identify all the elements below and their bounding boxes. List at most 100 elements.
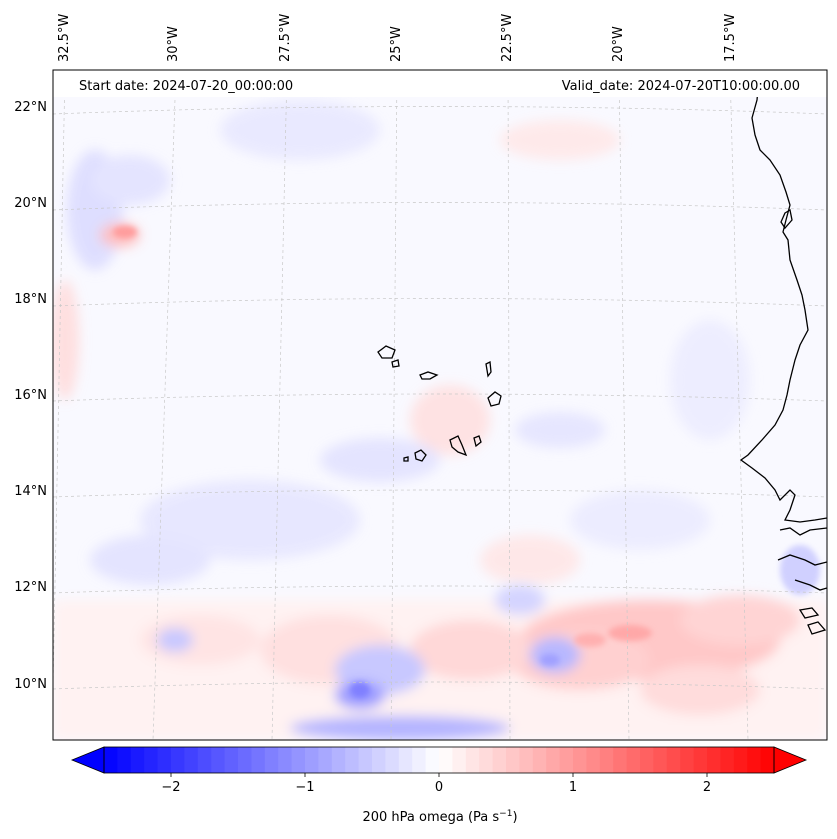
gridline-25w: [390, 70, 398, 740]
gridline-12n: [53, 585, 827, 594]
colorbar-segment: [331, 747, 346, 773]
colorbar-segment: [372, 747, 386, 773]
island-sao-nicolau: [419, 371, 439, 380]
lat-label-20n: 20°N: [14, 196, 47, 211]
map-frame: [52, 69, 828, 741]
gridline-22-5w: [507, 70, 511, 740]
omega-field: [53, 100, 827, 740]
map-panel: Start date: 2024-07-20_00:00:00 Valid_da…: [52, 69, 828, 741]
colorbar-extend-max: [773, 746, 808, 774]
colorbar-segment: [425, 747, 440, 773]
island-fogo: [414, 449, 427, 462]
gridline-20n: [53, 202, 827, 211]
gridline-22n: [53, 106, 827, 115]
lon-label-27-5w: 27.5°W: [278, 14, 293, 62]
longitude-labels: 32.5°W 30°W 27.5°W 25°W 22.5°W 20°W 17.5…: [57, 14, 738, 62]
colorbar-segment: [747, 747, 762, 773]
valid-date-label: Valid_date: 2024-07-20T10:00:00.00: [562, 79, 800, 94]
gridline-14n: [53, 489, 827, 498]
island-maio: [473, 435, 482, 448]
gridline-27-5w: [271, 70, 288, 740]
gridline-10n: [53, 681, 827, 690]
colorbar-segment: [546, 747, 561, 773]
island-santiago: [449, 435, 468, 457]
colorbar-segment: [305, 747, 319, 773]
colorbar-segment: [238, 747, 252, 773]
lat-label-16n: 16°N: [14, 388, 47, 403]
colorbar-segment: [653, 747, 668, 773]
colorbar-tick-label: −2: [161, 780, 180, 795]
colorbar-segment: [519, 747, 534, 773]
colorbar-segment: [345, 747, 360, 773]
colorbar-segment: [398, 747, 413, 773]
colorbar-segment: [291, 747, 306, 773]
colorbar-segment: [599, 747, 614, 773]
colorbar-ticks: −2 −1 0 1 2: [161, 773, 711, 795]
lon-label-32-5w: 32.5°W: [57, 14, 72, 62]
colorbar-tick-label: 2: [703, 780, 711, 795]
island-brava: [403, 456, 409, 462]
coast-segment: [798, 607, 820, 619]
lat-label-12n: 12°N: [14, 580, 47, 595]
gridline-20w: [618, 70, 630, 740]
colorbar-segment: [666, 747, 681, 773]
colorbar-segment: [626, 747, 641, 773]
colorbar-segment: [452, 747, 467, 773]
colorbar-segment: [224, 747, 239, 773]
colorbar-segment: [506, 747, 520, 773]
gridline-18n: [53, 298, 827, 307]
start-date-label: Start date: 2024-07-20_00:00:00: [79, 79, 293, 94]
gridline-32-5w: [53, 70, 66, 707]
colorbar-segment: [479, 747, 494, 773]
colorbar-segment: [573, 747, 587, 773]
coast-segment: [777, 554, 827, 566]
coast-segment: [807, 621, 827, 635]
colorbar-segment: [197, 747, 212, 773]
colorbar-segment: [211, 747, 226, 773]
colorbar-segment: [412, 747, 427, 773]
colorbar-segment: [157, 747, 172, 773]
island-santo-antao: [377, 345, 396, 359]
lat-label-22n: 22°N: [14, 100, 47, 115]
colorbar-segment: [613, 747, 628, 773]
colorbar-segment: [760, 747, 775, 773]
colorbar-label: 200 hPa omega (Pa s−1): [362, 809, 517, 825]
colorbar-tick-label: −1: [295, 780, 314, 795]
colorbar-segment: [532, 747, 547, 773]
colorbar-segment: [264, 747, 279, 773]
lon-label-22-5w: 22.5°W: [500, 14, 515, 62]
colorbar-segment: [720, 747, 735, 773]
colorbar-segment: [104, 747, 118, 773]
colorbar-segment: [733, 747, 748, 773]
lon-label-30w: 30°W: [166, 26, 181, 62]
colorbar-extend-min: [70, 746, 105, 774]
header-band: [53, 70, 827, 97]
colorbar-segment: [465, 747, 480, 773]
island-sal: [485, 360, 492, 378]
coastlines: [377, 70, 827, 635]
colorbar-segment: [680, 747, 695, 773]
colorbar-segment: [251, 747, 266, 773]
island-boavista: [487, 391, 502, 407]
coast-segment: [794, 579, 827, 591]
colorbar-segment: [385, 747, 400, 773]
colorbar-segment: [318, 747, 333, 773]
colorbar-segment: [707, 747, 721, 773]
colorbar-segment: [492, 747, 507, 773]
lat-label-14n: 14°N: [14, 484, 47, 499]
colorbar-segment: [171, 747, 185, 773]
colorbar-segment: [184, 747, 199, 773]
colorbar-segment: [586, 747, 601, 773]
colorbar-segment: [693, 747, 708, 773]
lon-label-17-5w: 17.5°W: [723, 14, 738, 62]
colorbar-segment: [559, 747, 574, 773]
colorbar-segment: [130, 747, 145, 773]
lon-label-20w: 20°W: [611, 26, 626, 62]
coast-segment: [779, 527, 827, 536]
colorbar-tick-label: 1: [569, 780, 577, 795]
colorbar-segment: [144, 747, 159, 773]
lat-label-18n: 18°N: [14, 292, 47, 307]
colorbar-segment: [439, 747, 453, 773]
graticule: [53, 70, 827, 740]
